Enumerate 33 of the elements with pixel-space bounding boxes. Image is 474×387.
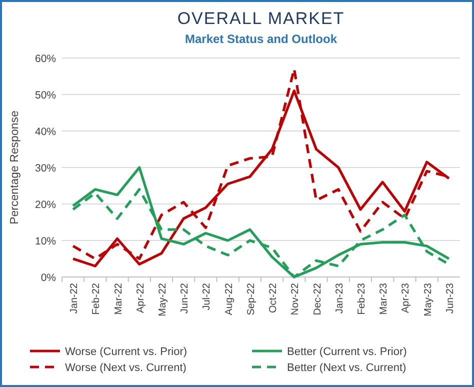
legend-label: Worse (Next vs. Current) <box>65 362 186 374</box>
legend-label: Better (Next vs. Current) <box>287 362 406 374</box>
x-tick-label: May-23 <box>422 282 434 316</box>
x-tick-label: Feb-22 <box>91 282 102 315</box>
x-tick-label: Dec-22 <box>312 282 324 316</box>
x-tick-label: Aug-22 <box>224 282 235 316</box>
x-tick-label: Apr-22 <box>135 282 146 314</box>
x-tick-label: Jan-23 <box>334 282 346 314</box>
x-tick-label: Mar-22 <box>113 282 124 315</box>
y-tick-label: 0% <box>40 272 56 284</box>
x-tick-label: Sep-22 <box>246 282 257 316</box>
y-tick-label: 60% <box>34 53 56 65</box>
x-tick-label: Feb-23 <box>356 282 368 315</box>
x-tick-label: Apr-23 <box>400 282 412 314</box>
legend-label: Worse (Current vs. Prior) <box>65 346 188 358</box>
y-tick-label: 30% <box>34 162 56 174</box>
x-tick-label: May-22 <box>158 282 168 316</box>
x-tick-label: Nov-22 <box>290 282 302 316</box>
legend-label: Better (Current vs. Prior) <box>287 346 407 358</box>
x-tick-label: Oct-22 <box>268 282 280 314</box>
line-series <box>72 166 450 278</box>
chart-subtitle: Market Status and Outlook <box>184 32 338 46</box>
y-tick-label: 50% <box>34 90 56 102</box>
y-tick-label: 20% <box>34 199 56 211</box>
y-tick-label: 40% <box>34 126 56 138</box>
x-tick-label: Jul-22 <box>202 282 213 310</box>
x-tick-label: Mar-23 <box>378 282 390 315</box>
chart-title: OVERALL MARKET <box>177 9 345 28</box>
x-tick-label: Jan-22 <box>69 282 80 314</box>
y-tick-label: 10% <box>34 236 56 248</box>
x-tick-label: Jun-23 <box>444 282 456 314</box>
x-tick-label: Jun-22 <box>180 282 191 314</box>
y-axis-title: Percentage Response <box>9 110 21 224</box>
